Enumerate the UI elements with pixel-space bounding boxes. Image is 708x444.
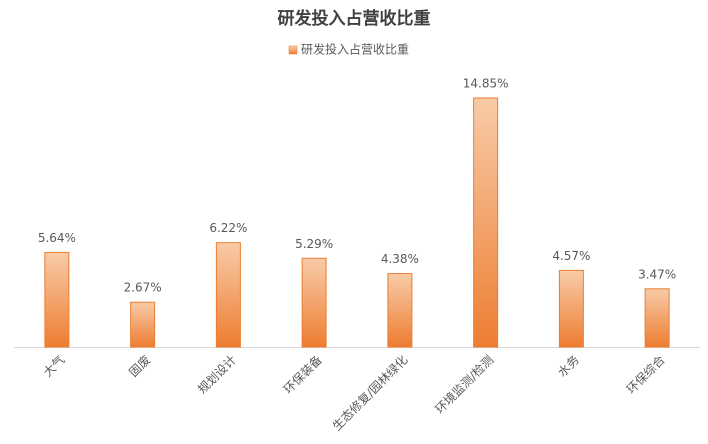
data-label: 4.57% (552, 249, 590, 263)
data-label: 2.67% (124, 281, 162, 295)
data-label: 14.85% (463, 77, 509, 91)
data-label: 3.47% (638, 267, 676, 281)
x-tick-label: 环保装备 (281, 353, 325, 397)
bar (644, 288, 670, 348)
x-tick-label: 生态修复/园林绿化 (329, 352, 410, 433)
x-tick-label: 水务 (554, 352, 582, 380)
data-label: 6.22% (209, 221, 247, 235)
x-tick-label: 固废 (126, 352, 154, 380)
x-tick-label: 环境监测/检测 (432, 352, 496, 416)
x-tick-label: 大气 (40, 352, 68, 380)
x-tick-label: 规划设计 (194, 352, 239, 397)
bar (44, 251, 70, 348)
bar (215, 242, 241, 348)
bar (558, 269, 584, 348)
legend-swatch (288, 45, 298, 55)
data-label: 4.38% (381, 252, 419, 266)
bar (301, 257, 327, 348)
chart-title: 研发投入占营收比重 (278, 8, 431, 29)
bar (387, 273, 413, 348)
data-label: 5.29% (295, 237, 333, 251)
data-label: 5.64% (38, 231, 76, 245)
bar (130, 301, 156, 348)
legend-label: 研发投入占营收比重 (301, 42, 409, 57)
x-tick-label: 环保综合 (623, 352, 668, 397)
bar (473, 97, 499, 348)
